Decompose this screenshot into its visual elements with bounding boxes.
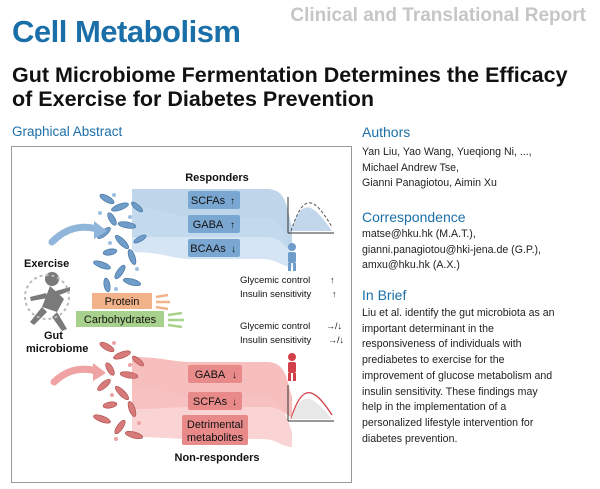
non-responder-insulin-label: Insulin sensitivity — [240, 335, 312, 346]
in-brief-heading: In Brief — [362, 287, 407, 303]
responder-metabolite-box-2 — [188, 215, 240, 233]
non-responder-bacteria-cluster — [93, 341, 144, 440]
unchanged-down-arrows-icon: →/↓ — [328, 335, 344, 345]
non-responder-metabolite-box-2 — [188, 392, 242, 410]
in-brief-text: Liu et al. identify the gut microbiota a… — [362, 306, 594, 447]
in-brief-line: personalized lifestyle intervention for — [362, 416, 534, 429]
exercise-arrow-blue — [48, 223, 101, 246]
in-brief-line: important determinant in the — [362, 322, 494, 335]
authors-line: Gianni Panagiotou, Aimin Xu — [362, 177, 497, 190]
responder-person-icon — [288, 243, 296, 271]
down-arrow-icon: ↓ — [231, 244, 236, 255]
protein-label: Protein — [105, 296, 140, 308]
non-responder-metabolite-box-3 — [182, 415, 248, 445]
in-brief-line: improvement of glucose metabolism and — [362, 369, 553, 382]
non-responder-glucose-curve — [287, 385, 334, 422]
journal-name: Cell Metabolism — [12, 14, 241, 49]
non-responder-box-3-line-2: metabolites — [187, 432, 244, 444]
exercise-label: Exercise — [24, 258, 69, 270]
authors-list: Yan Liu, Yao Wang, Yueqiong Ni, ..., Mic… — [362, 145, 594, 192]
up-arrow-icon: ↑ — [332, 289, 337, 299]
in-brief-line: responsiveness of individuals with — [362, 338, 522, 351]
carbohydrates-box — [76, 311, 164, 327]
responder-bacteria-cluster — [93, 193, 147, 293]
in-brief-line: diabetes prevention. — [362, 432, 458, 445]
runner-figure-icon — [30, 272, 70, 331]
correspondence-email[interactable]: amxu@hku.hk (A.X.) — [362, 259, 460, 272]
in-brief-line: Liu et al. identify the gut microbiota a… — [362, 307, 555, 319]
responder-metabolite-box-3 — [188, 239, 240, 257]
correspondence-email[interactable]: gianni.panagiotou@hki-jena.de (G.P.), — [362, 243, 541, 256]
unchanged-down-arrows-icon: →/↓ — [326, 321, 342, 331]
graphical-abstract-label: Graphical Abstract — [12, 124, 123, 139]
up-arrow-icon: ↑ — [230, 196, 235, 207]
protein-sticks-icon — [155, 293, 170, 311]
exercise-arrow-red — [50, 365, 100, 386]
down-arrow-icon: ↓ — [232, 370, 237, 381]
non-responder-glycemic-label: Glycemic control — [240, 321, 310, 332]
authors-line: Michael Andrew Tse, — [362, 161, 459, 174]
correspondence-list: matse@hku.hk (M.A.T.), gianni.panagiotou… — [362, 227, 594, 274]
correspondence-email[interactable]: matse@hku.hk (M.A.T.), — [362, 228, 476, 240]
authors-line: Yan Liu, Yao Wang, Yueqiong Ni, ..., — [362, 146, 532, 158]
up-arrow-icon: ↑ — [230, 220, 235, 231]
non-responders-label: Non-responders — [175, 452, 260, 464]
correspondence-heading: Correspondence — [362, 209, 466, 225]
responder-box-3-label: BCAAs — [190, 243, 226, 255]
responder-insulin-label: Insulin sensitivity — [240, 289, 312, 300]
responders-label: Responders — [185, 172, 249, 184]
paper-title: Gut Microbiome Fermentation Determines t… — [12, 63, 568, 111]
responder-box-1-label: SCFAs — [191, 195, 226, 207]
non-responder-box-1-label: GABA — [195, 369, 226, 381]
gut-label: Gut — [44, 330, 63, 342]
in-brief-line: prediabetes to exercise for the — [362, 354, 505, 367]
in-brief-line: insulin sensitivity. These findings may — [362, 385, 538, 398]
non-responder-person-icon — [288, 353, 296, 381]
down-arrow-icon: ↓ — [232, 397, 237, 408]
up-arrow-icon: ↑ — [330, 275, 335, 285]
graphical-abstract-figure: Responders Non-responders Exercise Gut m… — [11, 146, 352, 483]
responder-metabolite-box-1 — [188, 191, 240, 209]
protein-box — [92, 293, 152, 309]
responder-flow-band-lower — [132, 207, 292, 267]
responder-glucose-curve — [287, 197, 334, 234]
carbohydrate-sticks-icon — [167, 311, 184, 329]
microbiome-label: microbiome — [26, 343, 88, 355]
in-brief-line: help in the implementation of a — [362, 401, 507, 414]
responder-glycemic-label: Glycemic control — [240, 275, 310, 286]
authors-heading: Authors — [362, 124, 411, 140]
responder-box-2-label: GABA — [193, 219, 224, 231]
non-responder-metabolite-box-1 — [188, 365, 242, 383]
non-responder-box-3-line-1: Detrimental — [187, 419, 243, 431]
non-responder-box-2-label: SCFAs — [193, 396, 228, 408]
report-type-label: Clinical and Translational Report — [290, 5, 586, 26]
carbohydrates-label: Carbohydrates — [84, 314, 157, 326]
